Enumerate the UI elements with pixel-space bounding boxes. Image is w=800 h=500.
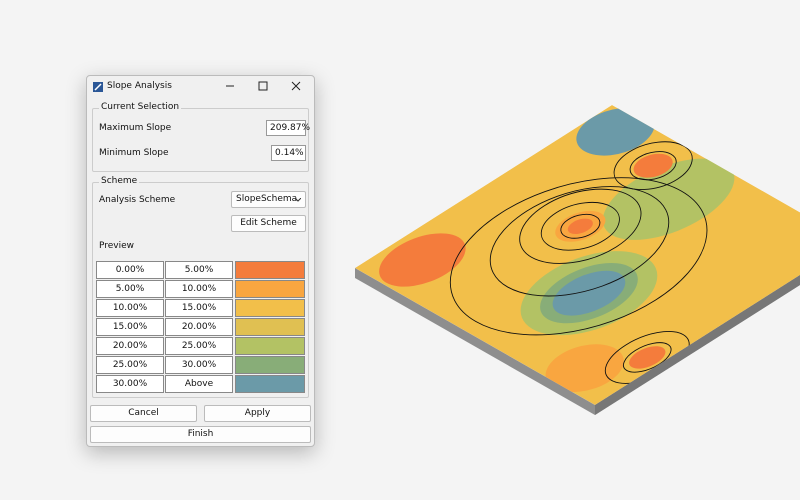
preview-label: Preview — [99, 241, 135, 251]
field-label: Maximum Slope — [99, 123, 172, 133]
terrain-base-side — [595, 274, 800, 415]
field-value: 0.14% — [271, 145, 306, 161]
range-to: 20.00% — [165, 318, 233, 336]
range-from: 30.00% — [96, 375, 164, 393]
window-title: Slope Analysis — [107, 81, 172, 91]
range-from: 25.00% — [96, 356, 164, 374]
range-to: 15.00% — [165, 299, 233, 317]
apply-button[interactable]: Apply — [204, 405, 311, 422]
range-to: 25.00% — [165, 337, 233, 355]
color-swatch — [235, 299, 305, 317]
range-to: 30.00% — [165, 356, 233, 374]
color-swatch — [235, 318, 305, 336]
range-from: 15.00% — [96, 318, 164, 336]
edit-scheme-button[interactable]: Edit Scheme — [231, 215, 306, 232]
cancel-button[interactable]: Cancel — [90, 405, 197, 422]
field-label: Minimum Slope — [99, 148, 169, 158]
group-title: Scheme — [99, 176, 140, 186]
scheme-dropdown[interactable]: SlopeSchema — [231, 191, 306, 208]
color-swatch — [235, 261, 305, 279]
window-controls[interactable] — [217, 76, 314, 96]
range-from: 0.00% — [96, 261, 164, 279]
finish-button[interactable]: Finish — [90, 426, 311, 443]
app-icon — [93, 82, 103, 92]
current-selection-group: Current Selection Maximum Slope 209.87% … — [92, 102, 310, 172]
field-value: 209.87% — [266, 120, 310, 136]
scheme-group: Scheme Analysis Scheme SlopeSchema Edit … — [92, 176, 309, 398]
color-swatch — [235, 356, 305, 374]
color-swatch — [235, 337, 305, 355]
dialog: Slope Analysis Current Selection Maximum… — [86, 75, 315, 447]
range-to: 10.00% — [165, 280, 233, 298]
dropdown-arrow — [295, 198, 301, 202]
range-to: 5.00% — [165, 261, 233, 279]
range-from: 5.00% — [96, 280, 164, 298]
range-from: 20.00% — [96, 337, 164, 355]
color-swatch — [235, 375, 305, 393]
scheme-label: Analysis Scheme — [99, 195, 176, 205]
group-title: Current Selection — [99, 102, 182, 112]
dropdown-value: SlopeSchema — [236, 194, 298, 204]
color-swatch — [235, 280, 305, 298]
terrain-surface — [355, 105, 800, 406]
preview-table: 0.00% 5.00% 5.00% 10.00% 10.00% 15.00% 15.00% 2… — [96, 261, 306, 395]
range-to: Above — [165, 375, 233, 393]
range-from: 10.00% — [96, 299, 164, 317]
